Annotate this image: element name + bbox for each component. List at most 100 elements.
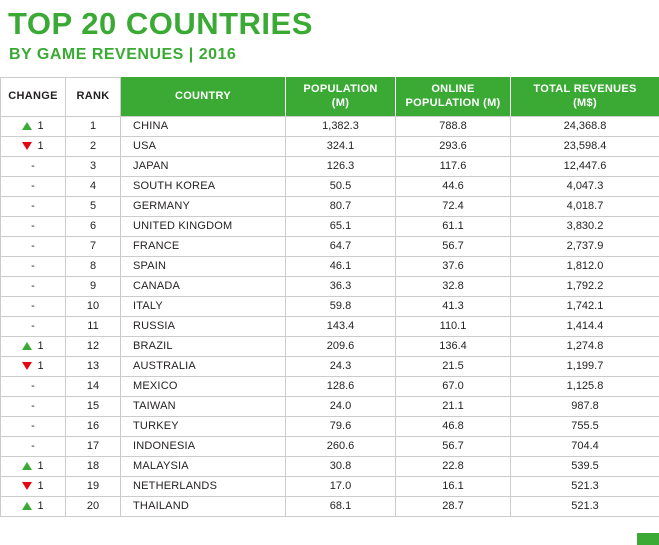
rank-cell: 2: [65, 135, 121, 157]
population-cell: 24.0: [285, 395, 396, 417]
rank-cell: 3: [65, 155, 121, 177]
change-cell: 1: [0, 455, 66, 477]
online-population-cell: 56.7: [395, 235, 511, 257]
change-cell: -: [0, 315, 66, 337]
table-row: -16 TURKEY 79.6 46.8 755.5: [0, 415, 659, 437]
change-value: 1: [37, 120, 44, 133]
population-cell: 128.6: [285, 375, 396, 397]
table-row: 1 12 BRAZIL 209.6 136.4 1,274.8: [0, 335, 659, 357]
table-row: -4 SOUTH KOREA 50.5 44.6 4,047.3: [0, 175, 659, 197]
online-population-cell: 117.6: [395, 155, 511, 177]
total-revenues-cell: 704.4: [510, 435, 659, 457]
change-cell: -: [0, 235, 66, 257]
population-cell: 65.1: [285, 215, 396, 237]
online-population-cell: 21.5: [395, 355, 511, 377]
country-cell: MALAYSIA: [120, 455, 286, 477]
country-cell: CHINA: [120, 115, 286, 137]
change-value: 1: [37, 500, 44, 513]
change-cell: -: [0, 295, 66, 317]
top20-countries-table: CHANGE RANK COUNTRY POPULATION (M) ONLIN…: [0, 76, 659, 517]
change-cell: -: [0, 415, 66, 437]
total-revenues-cell: 1,812.0: [510, 255, 659, 277]
country-cell: BRAZIL: [120, 335, 286, 357]
country-cell: USA: [120, 135, 286, 157]
country-cell: CANADA: [120, 275, 286, 297]
country-cell: INDONESIA: [120, 435, 286, 457]
total-revenues-cell: 3,830.2: [510, 215, 659, 237]
online-population-cell: 21.1: [395, 395, 511, 417]
change-cell: -: [0, 375, 66, 397]
country-cell: UNITED KINGDOM: [120, 215, 286, 237]
population-cell: 17.0: [285, 475, 396, 497]
population-cell: 50.5: [285, 175, 396, 197]
population-cell: 1,382.3: [285, 115, 396, 137]
population-cell: 30.8: [285, 455, 396, 477]
change-value: 1: [37, 140, 44, 153]
total-revenues-cell: 12,447.6: [510, 155, 659, 177]
total-revenues-cell: 2,737.9: [510, 235, 659, 257]
change-cell: -: [0, 435, 66, 457]
up-arrow-icon: [22, 122, 33, 131]
country-cell: ITALY: [120, 295, 286, 317]
rank-cell: 17: [65, 435, 121, 457]
total-revenues-cell: 521.3: [510, 475, 659, 497]
rank-cell: 14: [65, 375, 121, 397]
online-population-cell: 293.6: [395, 135, 511, 157]
total-revenues-cell: 1,742.1: [510, 295, 659, 317]
country-cell: NETHERLANDS: [120, 475, 286, 497]
table-row: 1 1 CHINA 1,382.3 788.8 24,368.8: [0, 115, 659, 137]
rank-cell: 13: [65, 355, 121, 377]
change-value: 1: [37, 460, 44, 473]
total-revenues-cell: 755.5: [510, 415, 659, 437]
change-cell: 1: [0, 335, 66, 357]
rank-cell: 7: [65, 235, 121, 257]
rank-cell: 4: [65, 175, 121, 197]
population-cell: 59.8: [285, 295, 396, 317]
total-revenues-cell: 1,792.2: [510, 275, 659, 297]
table-row: -11 RUSSIA 143.4 110.1 1,414.4: [0, 315, 659, 337]
total-revenues-cell: 539.5: [510, 455, 659, 477]
population-cell: 209.6: [285, 335, 396, 357]
country-cell: SPAIN: [120, 255, 286, 277]
rank-cell: 6: [65, 215, 121, 237]
change-cell: 1: [0, 115, 66, 137]
table-row: 1 13 AUSTRALIA 24.3 21.5 1,199.7: [0, 355, 659, 377]
page-title: TOP 20 COUNTRIES: [8, 6, 313, 41]
rank-cell: 10: [65, 295, 121, 317]
change-cell: -: [0, 255, 66, 277]
table-row: 1 2 USA 324.1 293.6 23,598.4: [0, 135, 659, 157]
table-row: -17 INDONESIA 260.6 56.7 704.4: [0, 435, 659, 457]
online-population-cell: 44.6: [395, 175, 511, 197]
change-cell: -: [0, 155, 66, 177]
country-cell: AUSTRALIA: [120, 355, 286, 377]
population-cell: 126.3: [285, 155, 396, 177]
population-cell: 36.3: [285, 275, 396, 297]
online-population-cell: 28.7: [395, 495, 511, 517]
col-header-online-population: ONLINE POPULATION (M): [395, 76, 511, 117]
total-revenues-cell: 1,125.8: [510, 375, 659, 397]
table-body: 1 1 CHINA 1,382.3 788.8 24,368.8 1 2 USA 324.1 293…: [0, 115, 659, 517]
table-row: -9 CANADA 36.3 32.8 1,792.2: [0, 275, 659, 297]
population-cell: 80.7: [285, 195, 396, 217]
country-cell: GERMANY: [120, 195, 286, 217]
table-row: -6 UNITED KINGDOM 65.1 61.1 3,830.2: [0, 215, 659, 237]
total-revenues-cell: 521.3: [510, 495, 659, 517]
change-cell: 1: [0, 355, 66, 377]
country-cell: MEXICO: [120, 375, 286, 397]
online-population-cell: 32.8: [395, 275, 511, 297]
corner-accent-bar: [637, 533, 659, 545]
online-population-cell: 37.6: [395, 255, 511, 277]
rank-cell: 15: [65, 395, 121, 417]
rank-cell: 1: [65, 115, 121, 137]
online-population-cell: 61.1: [395, 215, 511, 237]
up-arrow-icon: [22, 462, 33, 471]
table-row: -5 GERMANY 80.7 72.4 4,018.7: [0, 195, 659, 217]
change-value: 1: [37, 480, 44, 493]
country-cell: SOUTH KOREA: [120, 175, 286, 197]
total-revenues-cell: 4,018.7: [510, 195, 659, 217]
table-row: -7 FRANCE 64.7 56.7 2,737.9: [0, 235, 659, 257]
online-population-cell: 67.0: [395, 375, 511, 397]
country-cell: THAILAND: [120, 495, 286, 517]
table-row: -3 JAPAN 126.3 117.6 12,447.6: [0, 155, 659, 177]
